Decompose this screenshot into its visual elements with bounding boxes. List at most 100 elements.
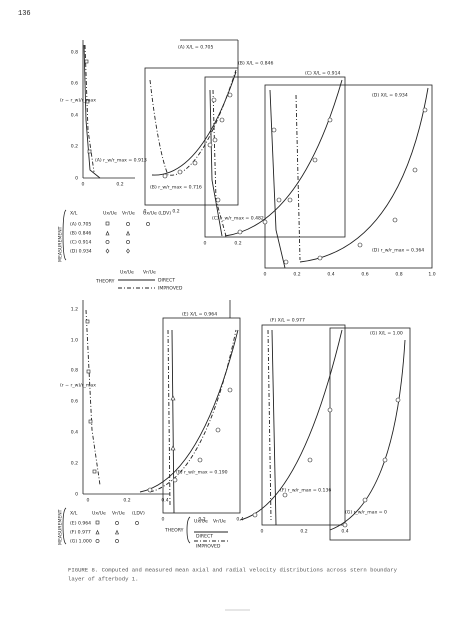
panel-note: (A) r_w/r_max = 0.913 xyxy=(95,158,147,164)
legend-header: Vr/Ue xyxy=(213,519,226,525)
legend-entry: DIRECT xyxy=(196,534,213,540)
panel-label: (A) X/L = 0.705 xyxy=(178,45,213,51)
panel-note: (B) r_w/r_max = 0.716 xyxy=(150,185,202,191)
panel-frame xyxy=(329,327,411,541)
x-tick-label: 0 xyxy=(162,517,165,523)
x-tick-label: 0.4 xyxy=(327,272,334,278)
legend-header: Vr/Ue xyxy=(112,511,125,517)
brace xyxy=(62,209,67,261)
y-tick-label: 0 xyxy=(75,176,78,182)
curve xyxy=(149,69,237,176)
y-tick-label: 0.8 xyxy=(71,368,78,374)
panel-frame xyxy=(162,317,241,514)
legend-entry: IMPROVED xyxy=(158,286,183,292)
legend-title: THEORY xyxy=(164,528,184,534)
x-tick-label: 0 xyxy=(144,209,147,215)
x-tick-label: 0.8 xyxy=(395,272,402,278)
x-tick-label: 0 xyxy=(82,182,85,188)
panel-note: (D) r_w/r_max = 0.364 xyxy=(372,248,424,254)
x-tick-label: 0.2 xyxy=(198,517,205,523)
x-tick-label: 0.2 xyxy=(234,241,241,247)
y-axis-label: (r − r_w)/r_max xyxy=(60,98,96,104)
legend-row: (C) 0.914 xyxy=(70,240,91,246)
curve xyxy=(271,329,406,531)
legend-row: (D) 0.934 xyxy=(70,249,92,255)
curve xyxy=(295,94,301,261)
legend-symbols xyxy=(95,520,139,543)
panel-label: (B) X/L = 0.846 xyxy=(238,61,273,67)
legend-header: Ux/Ue xyxy=(194,519,208,525)
y-tick-label: 0.6 xyxy=(71,81,78,87)
curve xyxy=(267,329,272,521)
markers xyxy=(85,319,401,528)
panel-label: (C) X/L = 0.914 xyxy=(305,71,341,77)
legend-header: Ux/Ue xyxy=(120,270,134,276)
bottom-figure: (r − r_w)/r_max 0 0.2 0.4 0.6 0.8 1.0 1.… xyxy=(58,300,411,550)
y-tick-label: 0.2 xyxy=(71,461,78,467)
legend-row: (E) 0.964 xyxy=(70,521,91,527)
curve xyxy=(209,79,343,237)
panel-label: (F) X/L = 0.977 xyxy=(270,318,305,324)
panel-note: (E) r_w/r_max = 0.190 xyxy=(176,470,228,476)
x-tick-label: 0.4 xyxy=(236,517,243,523)
y-tick-label: 0 xyxy=(75,492,78,498)
legend-title: MEASUREMENT xyxy=(58,226,64,262)
curve xyxy=(85,309,101,486)
x-tick-label: 0.2 xyxy=(123,498,130,504)
curve xyxy=(83,44,101,179)
panel-label: (D) X/L = 0.934 xyxy=(372,93,408,99)
x-tick-label: 0.2 xyxy=(116,182,123,188)
curve xyxy=(212,89,227,237)
x-tick-label: 0.4 xyxy=(161,498,168,504)
legend-header: Vr/Ue xyxy=(122,211,135,217)
panel-frame xyxy=(264,84,433,269)
curve xyxy=(269,87,429,269)
legend-row: (G) 1.000 xyxy=(70,539,92,545)
x-tick-label: 0.2 xyxy=(172,209,179,215)
legend-header: Ux/Ue (LDV) xyxy=(143,211,171,217)
x-tick-label: 0.2 xyxy=(300,529,307,535)
legend-entry: DIRECT xyxy=(158,278,175,284)
panel-label: (E) X/L = 0.964 xyxy=(182,312,217,318)
legend-title: THEORY xyxy=(95,279,115,285)
brace xyxy=(186,516,191,544)
y-tick-label: 0.4 xyxy=(71,113,78,119)
legend-row: (A) 0.705 xyxy=(70,222,91,228)
brace xyxy=(62,507,67,545)
caption: layer of afterbody 1. xyxy=(68,575,139,582)
x-tick-label: 0 xyxy=(261,529,264,535)
top-figure: (r − r_w)/r_max 0 0.2 0.4 0.6 0.8 0 0.2 … xyxy=(58,39,436,292)
y-tick-label: 0.8 xyxy=(71,50,78,56)
markers xyxy=(84,59,428,265)
curve xyxy=(151,71,237,176)
curve xyxy=(84,44,95,173)
legend-title: MEASUREMENT xyxy=(58,509,64,545)
curve xyxy=(167,329,171,506)
legend-header: (LDV) xyxy=(132,511,145,517)
legend-row: (B) 0.846 xyxy=(70,231,91,237)
legend-header: Ux/Ue xyxy=(92,511,106,517)
y-tick-label: 1.2 xyxy=(71,307,78,313)
x-tick-label: 0.2 xyxy=(293,272,300,278)
panel-note: (G) r_w/r_max = 0 xyxy=(345,510,387,516)
y-tick-label: 0.2 xyxy=(71,144,78,150)
curve xyxy=(139,329,239,493)
panel-frame xyxy=(261,324,346,526)
page-number: 136 xyxy=(18,10,31,18)
x-tick-label: 0.4 xyxy=(341,529,348,535)
legend-row: (F) 0.977 xyxy=(70,530,91,536)
legend-header: Ux/Ue xyxy=(103,211,117,217)
x-tick-label: 0 xyxy=(264,272,267,278)
y-tick-label: 1.0 xyxy=(71,338,78,344)
y-axis-label: (r − r_w)/r_max xyxy=(60,383,96,389)
curve xyxy=(149,329,237,493)
x-tick-label: 0.6 xyxy=(361,272,368,278)
y-tick-label: 0.6 xyxy=(71,399,78,405)
x-tick-label: 0 xyxy=(204,241,207,247)
panel-label: (G) X/L = 1.00 xyxy=(370,331,403,337)
panel-frame xyxy=(204,76,346,238)
x-tick-label: 1.0 xyxy=(428,272,435,278)
caption: FIGURE 8. Computed and measured mean axi… xyxy=(68,566,398,573)
panel-note: (F) r_w/r_max = 0.136 xyxy=(280,488,331,494)
